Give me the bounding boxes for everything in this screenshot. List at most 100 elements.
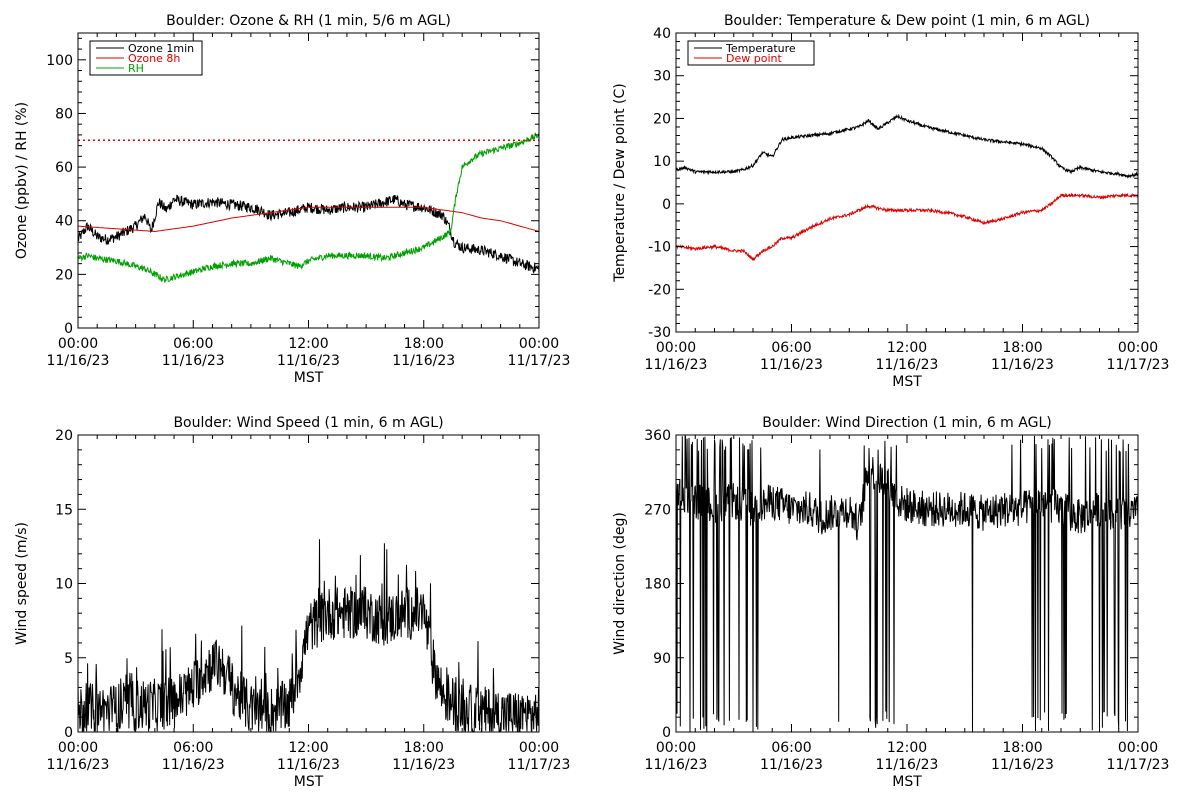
y-tick-label: 180 bbox=[644, 577, 671, 593]
y-tick-label: 15 bbox=[55, 502, 73, 518]
y-axis-label: Wind speed (m/s) bbox=[14, 522, 30, 645]
series-line-dew-point bbox=[676, 192, 1138, 261]
x-tick-time: 12:00 bbox=[887, 340, 927, 356]
x-tick-time: 00:00 bbox=[1118, 740, 1158, 756]
x-axis-label: MST bbox=[892, 374, 922, 390]
y-tick-label: 0 bbox=[64, 725, 73, 741]
chart-title: Boulder: Ozone & RH (1 min, 5/6 m AGL) bbox=[166, 13, 451, 29]
x-tick-time: 18:00 bbox=[1002, 740, 1042, 756]
y-tick-label: 360 bbox=[644, 428, 671, 444]
x-tick-time: 18:00 bbox=[404, 740, 444, 756]
x-tick-date: 11/16/23 bbox=[47, 757, 110, 773]
x-tick-time: 18:00 bbox=[1002, 340, 1042, 356]
x-tick-time: 06:00 bbox=[173, 336, 213, 352]
y-axis-label: Temperature / Dew point (C) bbox=[612, 83, 628, 282]
y-tick-label: 20 bbox=[55, 267, 73, 283]
series-line-wind-speed bbox=[78, 539, 539, 732]
legend-entry: RH bbox=[128, 62, 144, 75]
x-axis-label: MST bbox=[294, 774, 324, 790]
x-tick-time: 00:00 bbox=[1118, 340, 1158, 356]
x-tick-date: 11/16/23 bbox=[760, 757, 823, 773]
x-tick-time: 12:00 bbox=[887, 740, 927, 756]
x-tick-date: 11/16/23 bbox=[162, 757, 225, 773]
x-tick-date: 11/16/23 bbox=[277, 353, 340, 369]
x-tick-date: 11/16/23 bbox=[645, 757, 708, 773]
y-tick-label: 0 bbox=[662, 725, 671, 741]
x-tick-date: 11/16/23 bbox=[876, 357, 939, 373]
y-axis-label: Ozone (ppbv) / RH (%) bbox=[14, 102, 30, 259]
series-line-ozone-8h bbox=[78, 206, 539, 233]
series-line-wind-direction bbox=[676, 435, 1138, 732]
x-tick-time: 18:00 bbox=[404, 336, 444, 352]
series-group bbox=[78, 539, 539, 732]
series-group bbox=[78, 132, 539, 283]
x-tick-date: 11/16/23 bbox=[991, 357, 1054, 373]
y-tick-label: 30 bbox=[653, 69, 671, 85]
y-tick-label: 90 bbox=[653, 651, 671, 667]
x-tick-date: 11/16/23 bbox=[392, 757, 455, 773]
x-tick-time: 06:00 bbox=[771, 740, 811, 756]
y-tick-label: 20 bbox=[55, 428, 73, 444]
x-axis-label: MST bbox=[294, 370, 324, 386]
x-tick-date: 11/16/23 bbox=[277, 757, 340, 773]
legend-entry: Ozone 8h bbox=[128, 52, 180, 65]
series-group bbox=[676, 435, 1138, 732]
x-tick-time: 06:00 bbox=[173, 740, 213, 756]
x-tick-date: 11/16/23 bbox=[162, 353, 225, 369]
y-tick-label: -10 bbox=[648, 240, 671, 256]
x-tick-time: 00:00 bbox=[58, 336, 98, 352]
legend-entry: Ozone 1min bbox=[128, 42, 194, 55]
chart-temp-dew: Boulder: Temperature & Dew point (1 min,… bbox=[612, 13, 1169, 390]
x-tick-date: 11/16/23 bbox=[645, 357, 708, 373]
y-axis-label: Wind direction (deg) bbox=[612, 512, 628, 655]
chart-title: Boulder: Wind Direction (1 min, 6 m AGL) bbox=[762, 415, 1051, 431]
x-tick-time: 00:00 bbox=[656, 740, 696, 756]
x-tick-date: 11/16/23 bbox=[47, 353, 110, 369]
y-tick-label: 60 bbox=[55, 160, 73, 176]
chart-title: Boulder: Wind Speed (1 min, 6 m AGL) bbox=[173, 415, 443, 431]
x-tick-time: 12:00 bbox=[288, 740, 328, 756]
x-tick-time: 00:00 bbox=[519, 740, 559, 756]
y-tick-label: 80 bbox=[55, 106, 73, 122]
x-tick-date: 11/16/23 bbox=[760, 357, 823, 373]
chart-wind-speed: Boulder: Wind Speed (1 min, 6 m AGL) 0 5 10… bbox=[14, 415, 570, 790]
y-tick-label: -20 bbox=[648, 282, 671, 298]
plot-frame bbox=[675, 32, 1139, 333]
chart-wind-dir: Boulder: Wind Direction (1 min, 6 m AGL)… bbox=[612, 415, 1169, 790]
chart-title: Boulder: Temperature & Dew point (1 min,… bbox=[724, 13, 1090, 29]
x-tick-date: 11/16/23 bbox=[991, 757, 1054, 773]
x-tick-date: 11/17/23 bbox=[508, 757, 571, 773]
series-group bbox=[676, 113, 1138, 261]
y-tick-label: -30 bbox=[648, 325, 671, 341]
series-line-rh bbox=[78, 132, 539, 283]
x-tick-date: 11/16/23 bbox=[876, 757, 939, 773]
y-tick-label: 40 bbox=[653, 26, 671, 42]
series-line-ozone-1min bbox=[78, 194, 539, 274]
y-tick-label: 270 bbox=[644, 502, 671, 518]
x-tick-time: 00:00 bbox=[519, 336, 559, 352]
x-tick-time: 12:00 bbox=[288, 336, 328, 352]
y-tick-label: 0 bbox=[64, 321, 73, 337]
legend-entry: Temperature bbox=[725, 42, 796, 55]
x-tick-time: 00:00 bbox=[58, 740, 98, 756]
legend-entry: Dew point bbox=[726, 52, 782, 65]
y-tick-label: 10 bbox=[653, 154, 671, 170]
y-tick-label: 100 bbox=[46, 53, 73, 69]
x-axis-label: MST bbox=[892, 774, 922, 790]
chart-ozone-rh: Boulder: Ozone & RH (1 min, 5/6 m AGL) 0 2… bbox=[14, 13, 570, 386]
x-tick-time: 06:00 bbox=[771, 340, 811, 356]
y-tick-label: 10 bbox=[55, 577, 73, 593]
x-tick-date: 11/16/23 bbox=[392, 353, 455, 369]
x-tick-time: 00:00 bbox=[656, 340, 696, 356]
plot-frame bbox=[77, 32, 540, 329]
x-tick-date: 11/17/23 bbox=[1107, 357, 1170, 373]
y-tick-label: 20 bbox=[653, 111, 671, 127]
y-tick-label: 40 bbox=[55, 214, 73, 230]
y-tick-label: 5 bbox=[64, 651, 73, 667]
x-tick-date: 11/17/23 bbox=[508, 353, 571, 369]
x-tick-date: 11/17/23 bbox=[1107, 757, 1170, 773]
series-line-temperature bbox=[676, 113, 1138, 179]
y-tick-label: 0 bbox=[662, 197, 671, 213]
